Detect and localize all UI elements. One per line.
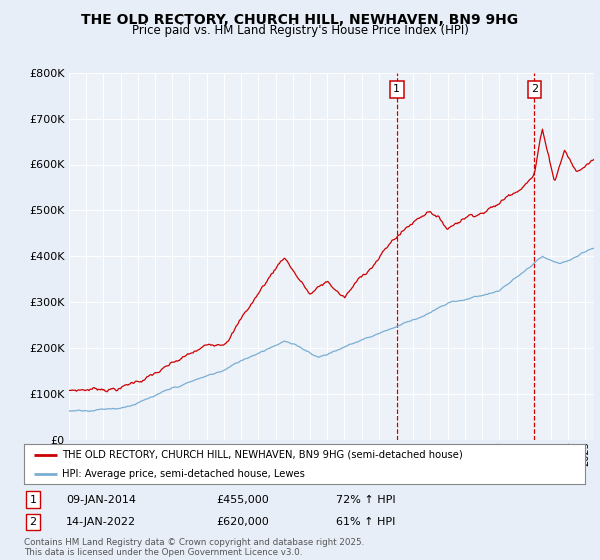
Text: Price paid vs. HM Land Registry's House Price Index (HPI): Price paid vs. HM Land Registry's House … [131,24,469,38]
Text: THE OLD RECTORY, CHURCH HILL, NEWHAVEN, BN9 9HG (semi-detached house): THE OLD RECTORY, CHURCH HILL, NEWHAVEN, … [62,450,463,460]
Text: 61% ↑ HPI: 61% ↑ HPI [336,517,395,527]
Text: 2: 2 [29,517,37,527]
Text: £620,000: £620,000 [216,517,269,527]
Text: 1: 1 [393,85,400,94]
Text: 2: 2 [531,85,538,94]
Text: 72% ↑ HPI: 72% ↑ HPI [336,494,395,505]
Text: THE OLD RECTORY, CHURCH HILL, NEWHAVEN, BN9 9HG: THE OLD RECTORY, CHURCH HILL, NEWHAVEN, … [82,13,518,27]
Text: Contains HM Land Registry data © Crown copyright and database right 2025.
This d: Contains HM Land Registry data © Crown c… [24,538,364,557]
Text: 1: 1 [29,494,37,505]
Text: £455,000: £455,000 [216,494,269,505]
Text: 09-JAN-2014: 09-JAN-2014 [66,494,136,505]
Text: 14-JAN-2022: 14-JAN-2022 [66,517,136,527]
Text: HPI: Average price, semi-detached house, Lewes: HPI: Average price, semi-detached house,… [62,469,305,479]
